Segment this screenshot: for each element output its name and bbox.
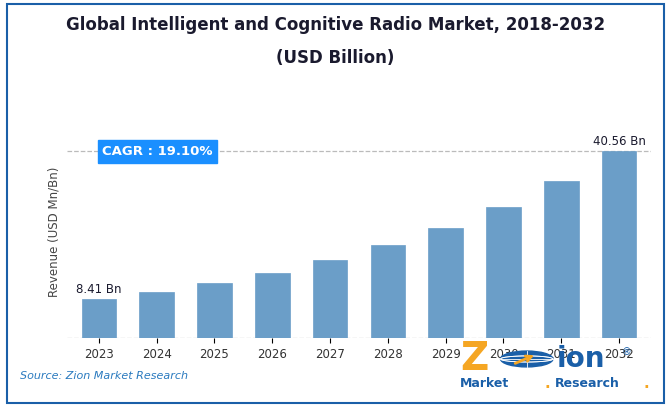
Bar xyxy=(313,260,348,338)
Text: .: . xyxy=(643,376,649,391)
Bar xyxy=(140,292,174,338)
Bar xyxy=(428,228,463,338)
Text: 40.56 Bn: 40.56 Bn xyxy=(592,135,646,148)
Text: .: . xyxy=(545,376,550,391)
Text: ®: ® xyxy=(621,347,631,357)
Circle shape xyxy=(501,351,553,367)
Bar xyxy=(602,151,636,338)
Bar xyxy=(197,283,231,338)
Text: Source: Zion Market Research: Source: Zion Market Research xyxy=(20,372,188,381)
Bar xyxy=(370,245,405,338)
Text: ion: ion xyxy=(557,345,605,373)
Text: (USD Billion): (USD Billion) xyxy=(276,49,395,67)
Text: 8.41 Bn: 8.41 Bn xyxy=(76,283,121,296)
Bar xyxy=(486,206,521,338)
Text: Research: Research xyxy=(555,377,620,390)
Text: Market: Market xyxy=(460,377,509,390)
Text: CAGR : 19.10%: CAGR : 19.10% xyxy=(103,145,213,158)
Bar xyxy=(255,273,290,338)
Text: Z: Z xyxy=(460,340,488,378)
Y-axis label: Revenue (USD Mn/Bn): Revenue (USD Mn/Bn) xyxy=(47,167,60,297)
Text: Global Intelligent and Cognitive Radio Market, 2018-2032: Global Intelligent and Cognitive Radio M… xyxy=(66,16,605,34)
Bar xyxy=(82,299,116,338)
Bar xyxy=(544,182,578,338)
